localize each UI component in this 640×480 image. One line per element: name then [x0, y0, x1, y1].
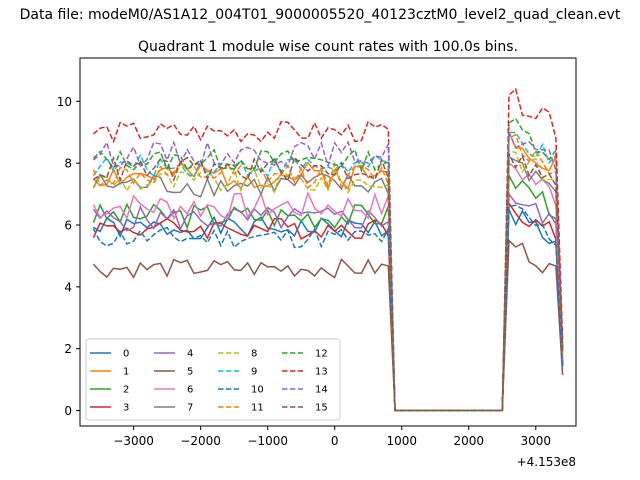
legend-label-6: 6 — [187, 385, 193, 396]
legend-label-10: 10 — [251, 385, 264, 396]
legend-label-12: 12 — [315, 349, 328, 360]
x-tick-label: −2000 — [180, 434, 221, 448]
legend-label-14: 14 — [315, 385, 328, 396]
legend-label-2: 2 — [123, 385, 129, 396]
y-axis: 0 2 4 6 8 10 — [57, 95, 80, 418]
legend-label-8: 8 — [251, 349, 257, 360]
y-tick-label: 4 — [64, 280, 72, 294]
y-tick-label: 6 — [64, 218, 72, 232]
series-line-15 — [92, 153, 564, 412]
legend-box — [85, 338, 341, 421]
y-tick-label: 2 — [64, 342, 72, 356]
y-tick-label: 8 — [64, 157, 72, 171]
y-tick-label: 0 — [64, 404, 72, 418]
legend-label-15: 15 — [315, 403, 328, 414]
legend-label-1: 1 — [123, 367, 129, 378]
axes-frame — [79, 57, 577, 427]
legend-label-5: 5 — [187, 367, 193, 378]
legend-label-3: 3 — [123, 403, 129, 414]
legend-label-4: 4 — [187, 349, 193, 360]
x-tick-label: −3000 — [113, 434, 154, 448]
figure-suptitle: Data file: modeM0/AS1A12_004T01_90000055… — [20, 7, 621, 23]
x-offset-label: +4.153e8 — [517, 455, 576, 469]
x-tick-label: −1000 — [247, 434, 288, 448]
legend-label-0: 0 — [123, 349, 129, 360]
legend-label-9: 9 — [251, 367, 257, 378]
legend-label-11: 11 — [251, 403, 264, 414]
plot-area — [92, 87, 564, 412]
legend-label-13: 13 — [315, 367, 328, 378]
x-tick-label: 2000 — [453, 434, 484, 448]
x-tick-label: 0 — [331, 434, 339, 448]
x-tick-label: 1000 — [386, 434, 417, 448]
y-tick-label: 10 — [57, 95, 72, 109]
x-tick-label: 3000 — [521, 434, 552, 448]
legend-label-7: 7 — [187, 403, 193, 414]
chart-title: Quadrant 1 module wise count rates with … — [138, 39, 518, 55]
x-axis: −3000 −2000 −1000 0 1000 2000 3000 — [113, 426, 551, 448]
